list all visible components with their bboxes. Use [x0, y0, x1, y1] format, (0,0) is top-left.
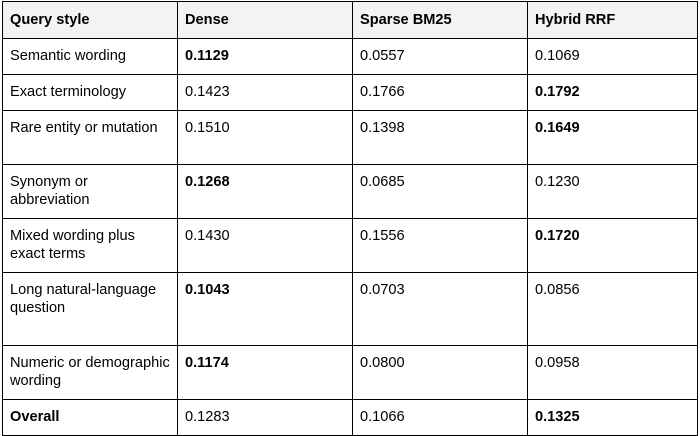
hybrid-cell: 0.1720	[527, 218, 698, 273]
table-header-row: Query style Dense Sparse BM25 Hybrid RRF	[2, 1, 698, 39]
dense-cell: 0.1129	[177, 38, 353, 75]
query-style-cell: Numeric or demographic wording	[2, 345, 178, 400]
query-style-cell: Long natural-language question	[2, 272, 178, 346]
sparse-cell: 0.0703	[352, 272, 528, 346]
table-row: Exact terminology 0.1423 0.1766 0.1792	[2, 74, 698, 111]
table-row: Numeric or demographic wording 0.1174 0.…	[2, 345, 698, 400]
query-style-cell: Overall	[2, 399, 178, 436]
dense-cell: 0.1510	[177, 110, 353, 165]
query-style-cell: Synonym or abbreviation	[2, 164, 178, 219]
hybrid-cell: 0.1230	[527, 164, 698, 219]
table-row-overall: Overall 0.1283 0.1066 0.1325	[2, 399, 698, 436]
hybrid-cell: 0.0856	[527, 272, 698, 346]
dense-cell: 0.1430	[177, 218, 353, 273]
dense-cell: 0.1174	[177, 345, 353, 400]
query-style-cell: Semantic wording	[2, 38, 178, 75]
sparse-cell: 0.0557	[352, 38, 528, 75]
table-row: Rare entity or mutation 0.1510 0.1398 0.…	[2, 110, 698, 165]
hybrid-cell: 0.1069	[527, 38, 698, 75]
hybrid-cell: 0.0958	[527, 345, 698, 400]
hybrid-cell: 0.1792	[527, 74, 698, 111]
table-row: Long natural-language question 0.1043 0.…	[2, 272, 698, 346]
table-row: Semantic wording 0.1129 0.0557 0.1069	[2, 38, 698, 75]
dense-cell: 0.1268	[177, 164, 353, 219]
table-row: Mixed wording plus exact terms 0.1430 0.…	[2, 218, 698, 273]
header-sparse-bm25: Sparse BM25	[352, 1, 528, 39]
header-hybrid-rrf: Hybrid RRF	[527, 1, 698, 39]
dense-cell: 0.1283	[177, 399, 353, 436]
table-row: Synonym or abbreviation 0.1268 0.0685 0.…	[2, 164, 698, 219]
sparse-cell: 0.1066	[352, 399, 528, 436]
dense-cell: 0.1423	[177, 74, 353, 111]
header-query-style: Query style	[2, 1, 178, 39]
sparse-cell: 0.1556	[352, 218, 528, 273]
header-dense: Dense	[177, 1, 353, 39]
query-style-cell: Rare entity or mutation	[2, 110, 178, 165]
hybrid-cell: 0.1649	[527, 110, 698, 165]
sparse-cell: 0.1398	[352, 110, 528, 165]
dense-cell: 0.1043	[177, 272, 353, 346]
sparse-cell: 0.0800	[352, 345, 528, 400]
query-style-cell: Mixed wording plus exact terms	[2, 218, 178, 273]
query-style-cell: Exact terminology	[2, 74, 178, 111]
hybrid-cell: 0.1325	[527, 399, 698, 436]
sparse-cell: 0.0685	[352, 164, 528, 219]
sparse-cell: 0.1766	[352, 74, 528, 111]
